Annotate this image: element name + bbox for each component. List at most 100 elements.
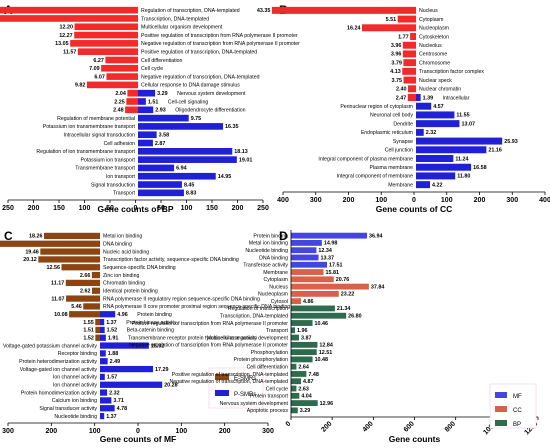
category-label: Cell adhesion (104, 141, 136, 147)
bar-left-value: 12.20 (60, 25, 74, 31)
bar-right-value: 1.52 (107, 328, 118, 334)
bar-value: 10.46 (315, 321, 329, 327)
bar-left-value: 3.96 (391, 43, 402, 49)
category-label: Sequence-specific DNA binding (103, 265, 176, 271)
bar-left-A (0, 6, 138, 14)
bar-right-value: 1.57 (107, 375, 118, 381)
bar-right-value: 13.07 (461, 121, 475, 127)
category-label: Dendrite (393, 121, 413, 127)
x-axis-title-B: Gene counts of CC (376, 204, 453, 214)
category-label: Negative regulation of transcription fro… (129, 343, 288, 349)
bar-left-C (95, 334, 100, 341)
bar-value: 4.04 (301, 394, 312, 400)
bar-left-value: 18.26 (29, 234, 43, 240)
bar-cc (291, 298, 302, 305)
legend-swatch (495, 392, 507, 398)
bar-right-B (416, 94, 421, 101)
bar-right-A (138, 148, 233, 155)
bar-right-A (138, 156, 237, 163)
category-label: Positive regulation of transcription, DN… (172, 372, 288, 378)
bar-left-value: 11.57 (63, 49, 76, 55)
bar-right-value: 1.51 (148, 99, 159, 105)
category-label: Regulation of ion transmembrane transpor… (36, 149, 135, 155)
bar-value: 4.87 (303, 379, 314, 385)
category-label: Negative regulation of transcription, DN… (141, 74, 260, 80)
bar-left-value: 1.77 (398, 34, 409, 40)
bar-left-C (69, 311, 100, 318)
category-label: Transport (266, 328, 289, 334)
category-label: Transmembrane receptor protein tyrosine … (128, 336, 257, 342)
bar-right-C (100, 412, 105, 420)
bar-right-A (138, 164, 175, 172)
category-label: Protein kinase activity (126, 320, 177, 326)
bar-left-A (86, 81, 138, 89)
bar-left-C (61, 264, 100, 271)
bar-value: 1.96 (297, 328, 308, 334)
category-label: Calcium ion binding (52, 398, 97, 404)
bar-left-value: 2.66 (80, 273, 91, 279)
x-tick-label: 0 (134, 205, 138, 212)
bar-cc (291, 283, 369, 290)
bar-left-A (77, 48, 138, 55)
bar-value: 3.87 (301, 335, 312, 341)
bar-left-A (74, 23, 138, 31)
x-tick-label: 200 (28, 205, 40, 212)
bar-right-B (416, 111, 455, 119)
bar-left-A (74, 31, 138, 39)
bar-mf (291, 232, 368, 239)
bar-right-value: 2.93 (155, 108, 166, 114)
bar-value: 2.64 (298, 364, 309, 370)
bar-right-value: 4.22 (432, 182, 443, 188)
bar-left-C (0, 240, 101, 247)
bar-left-value: 12.56 (46, 265, 60, 271)
bar-left-value: 5.46 (71, 304, 82, 310)
bar-left-A (125, 106, 138, 114)
x-tick-label: 400 (277, 197, 289, 204)
category-label: Cytoplasm (419, 17, 444, 23)
x-tick-label: 0 (285, 420, 293, 428)
category-label: Regulation of membrane potential (57, 116, 135, 122)
category-label: Chromosome (419, 60, 450, 66)
bar-right-value: 16.35 (225, 124, 239, 130)
category-label: Cell cycle (266, 386, 288, 392)
category-label: Nucleoplasm (419, 26, 449, 32)
bar-right-C (100, 405, 115, 412)
category-label: Nuclear chromatin (419, 87, 461, 93)
category-label: Cytoplasm (263, 277, 288, 283)
category-label: Nucleotide binding (54, 414, 97, 420)
legend-swatch (215, 390, 229, 396)
bar-left-value: 2.40 (396, 87, 407, 93)
bar-left-A (106, 73, 138, 80)
bar-right-value: 25.93 (504, 139, 518, 145)
bar-left-value: 11.07 (51, 296, 64, 302)
bar-right-B (416, 155, 454, 162)
bar-value: 36.94 (369, 233, 383, 239)
bar-right-value: 2.32 (109, 390, 120, 396)
bar-left-A (126, 98, 138, 105)
category-label: Negative regulation of transcription fro… (141, 41, 300, 47)
bar-right-B (416, 172, 456, 180)
bar-left-A (70, 40, 138, 47)
x-tick-label: 250 (2, 205, 14, 212)
bar-left-C (95, 318, 100, 326)
bar-bp (291, 363, 297, 370)
bar-right-A (138, 89, 156, 97)
category-label: Nervous system development (177, 91, 246, 97)
bar-right-C (100, 365, 154, 373)
bar-left-C (38, 256, 100, 263)
x-tick-label: 200 (232, 205, 244, 212)
bar-right-C (100, 342, 149, 349)
category-label: RNA polymerase II regulatory region sequ… (103, 296, 260, 302)
bar-left-value: 43.35 (257, 8, 271, 14)
category-label: Transcription, DNA-templated (141, 16, 209, 22)
bar-right-B (416, 128, 424, 136)
bar-bp (291, 407, 298, 414)
bar-right-A (138, 139, 153, 147)
category-label: Cytosol (271, 299, 288, 305)
category-label: Nuclear speck (419, 78, 452, 84)
bar-right-value: 8.45 (184, 182, 195, 188)
bar-left-value: 3.79 (391, 60, 402, 66)
category-label: RNA polymerase II core promoter proximal… (103, 304, 290, 310)
bar-right-C (100, 334, 106, 341)
